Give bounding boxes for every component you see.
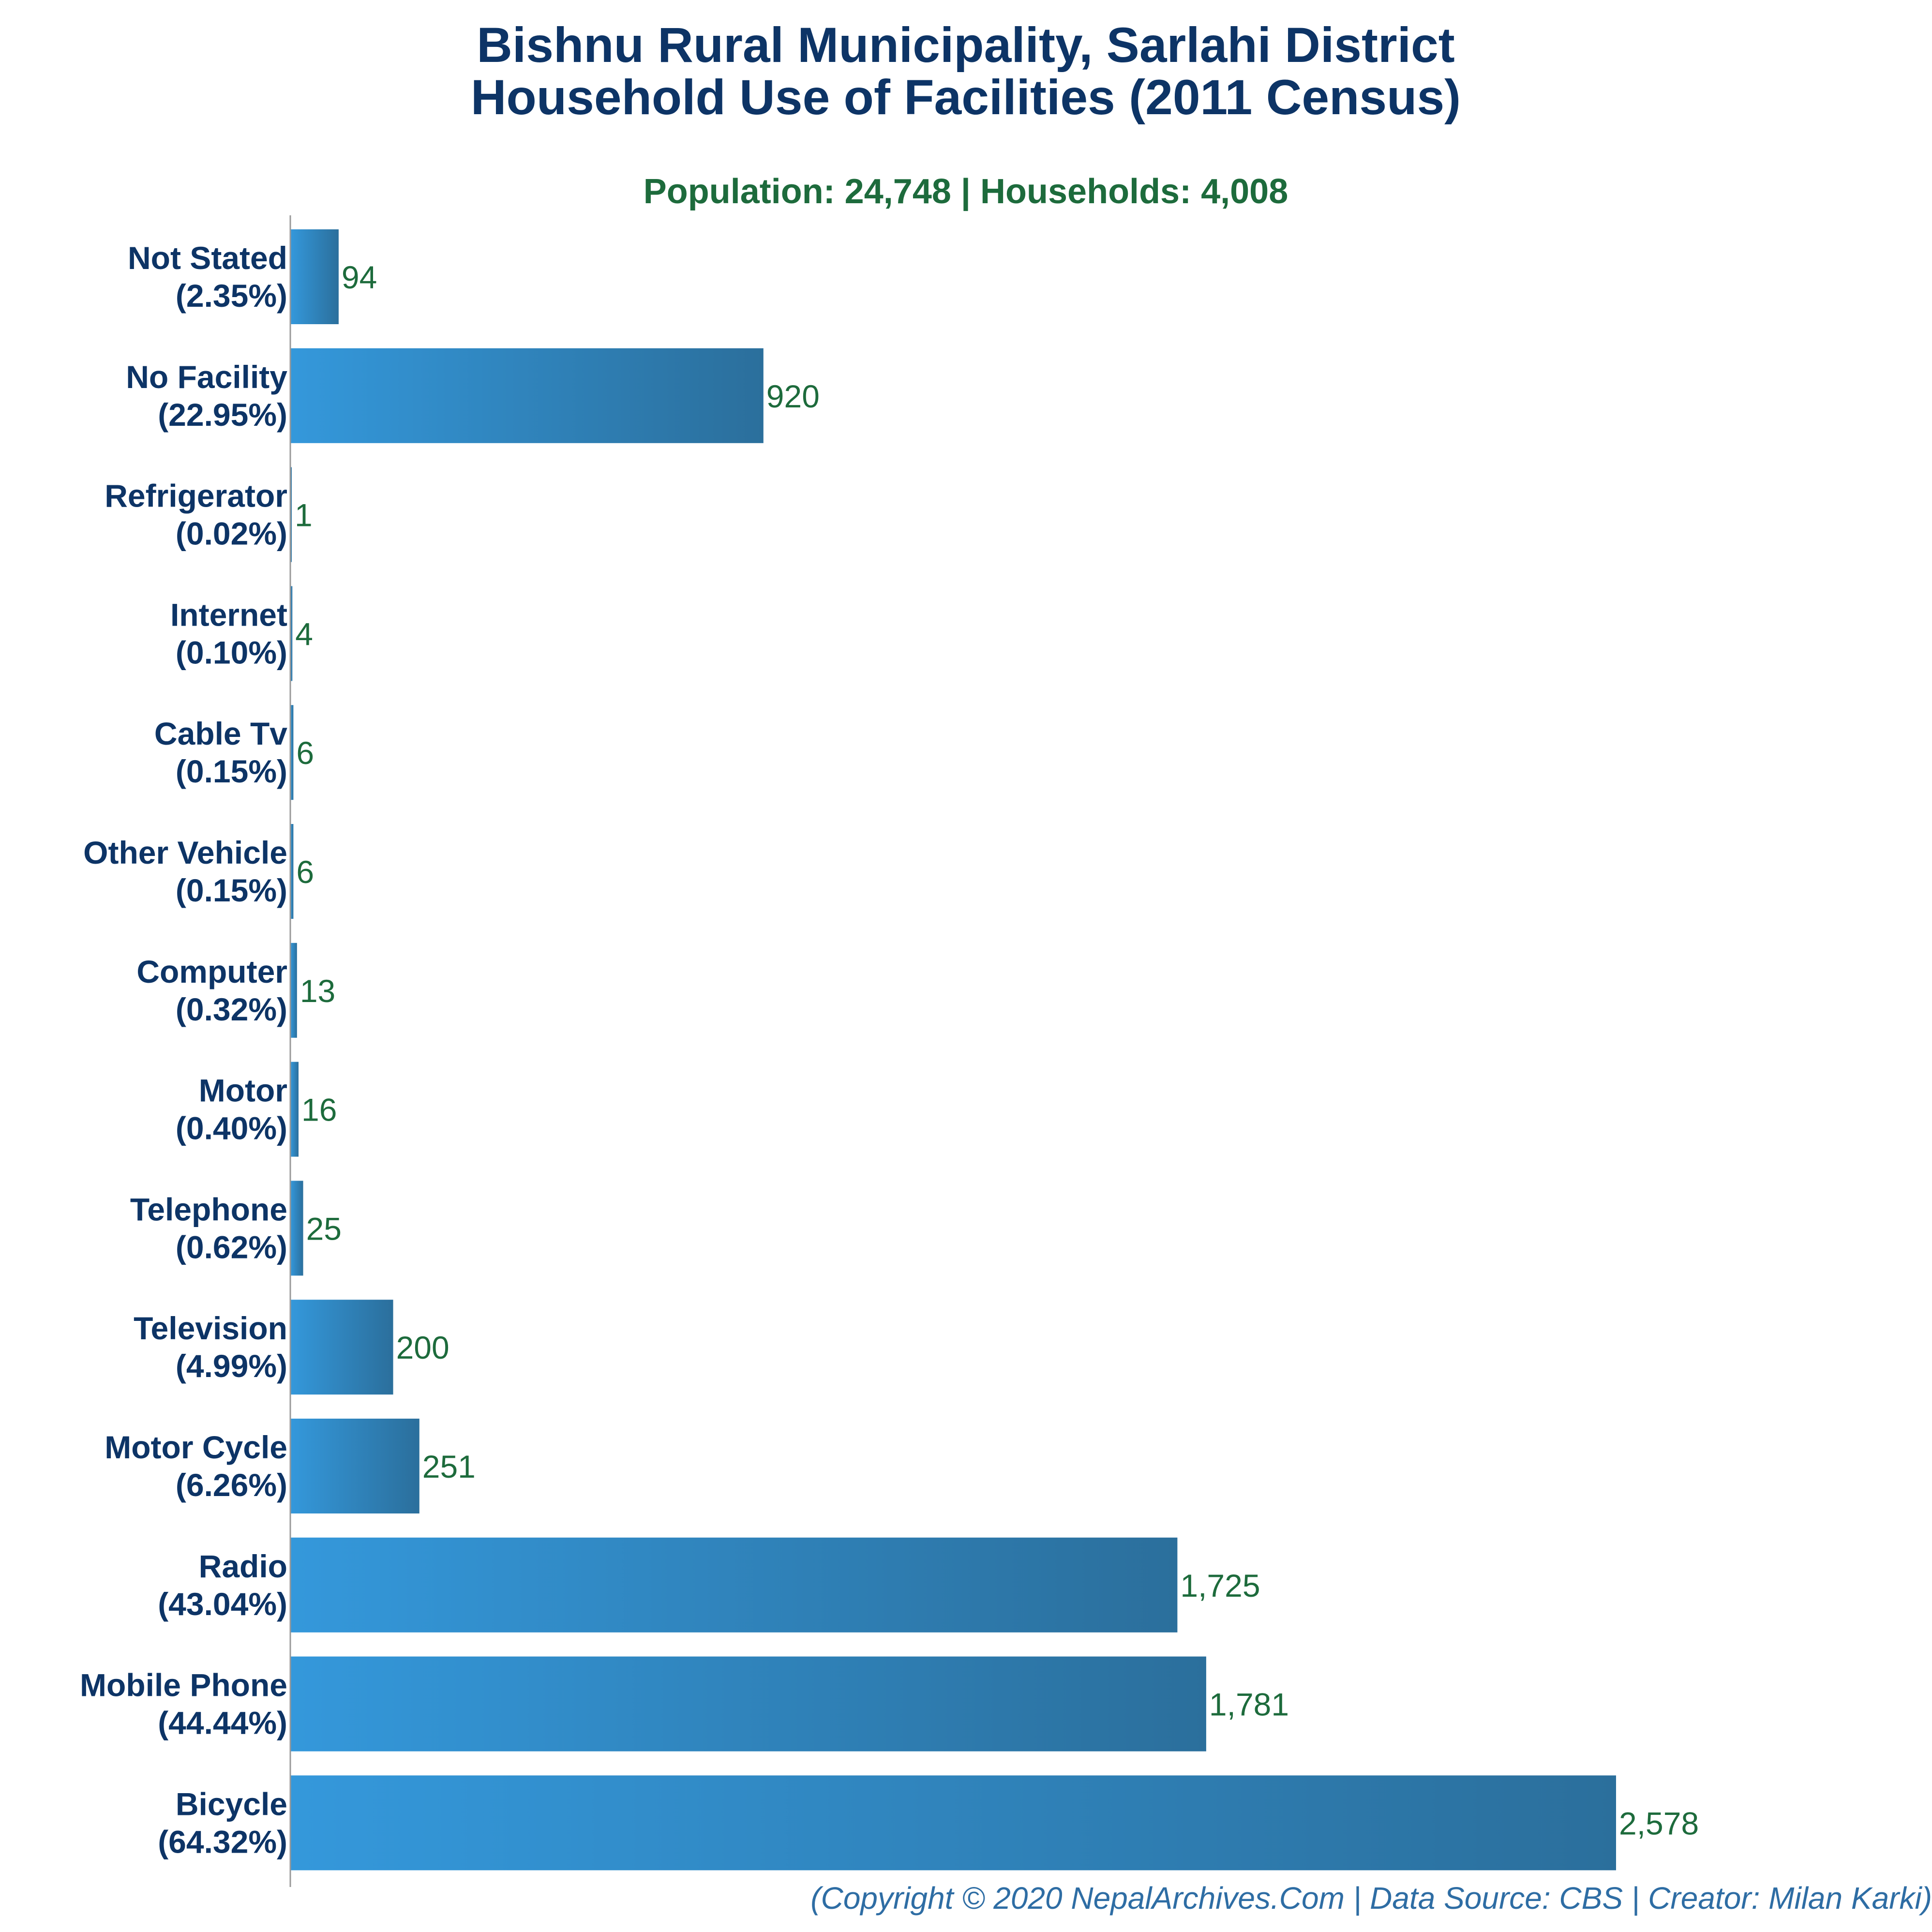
category-labels: Not Stated(2.35%) No Facility(22.95%) Refr… <box>80 240 287 1859</box>
category-label: Bicycle <box>176 1786 287 1822</box>
category-label: Motor <box>199 1073 287 1108</box>
value-label: 13 <box>300 973 335 1009</box>
value-label: 200 <box>396 1330 449 1365</box>
bar-telephone <box>290 1181 303 1276</box>
bar-other-vehicle <box>290 824 294 919</box>
value-label: 94 <box>342 259 377 295</box>
category-percent-label: (6.26%) <box>176 1467 287 1503</box>
value-label: 1 <box>295 497 313 533</box>
bar-radio <box>290 1537 1178 1632</box>
category-percent-label: (0.40%) <box>176 1110 287 1146</box>
bar-mobile-phone <box>290 1656 1206 1752</box>
category-percent-label: (0.15%) <box>176 753 287 789</box>
value-label: 4 <box>295 616 313 652</box>
category-label: Refrigerator <box>105 478 287 514</box>
bar-internet <box>290 586 293 681</box>
category-label: Other Vehicle <box>83 835 287 870</box>
bar-not-stated <box>290 229 339 324</box>
category-label: Radio <box>199 1548 287 1584</box>
bars-layer <box>290 229 1616 1871</box>
category-label: Internet <box>170 597 287 632</box>
category-percent-label: (0.10%) <box>176 634 287 670</box>
chart-title-line2: Household Use of Facilities (2011 Census… <box>471 70 1461 125</box>
value-label: 1,725 <box>1180 1568 1260 1603</box>
value-labels: 94 920 1 4 6 6 13 16 25 200 251 1,725 1,781 2,578 <box>295 259 1699 1841</box>
bar-cable-tv <box>290 705 294 800</box>
bar-computer <box>290 943 297 1038</box>
value-label: 6 <box>296 854 314 890</box>
category-label: Motor Cycle <box>105 1429 287 1465</box>
bar-television <box>290 1300 393 1395</box>
category-percent-label: (43.04%) <box>158 1586 287 1622</box>
value-label: 25 <box>306 1211 342 1246</box>
value-label: 2,578 <box>1619 1805 1699 1841</box>
category-percent-label: (0.32%) <box>176 991 287 1027</box>
bar-motor-cycle <box>290 1419 419 1513</box>
category-percent-label: (0.62%) <box>176 1229 287 1265</box>
value-label: 16 <box>301 1092 337 1128</box>
category-percent-label: (0.02%) <box>176 516 287 552</box>
bar-bicycle <box>290 1775 1616 1871</box>
category-label: Telephone <box>130 1191 287 1227</box>
category-label: Television <box>134 1310 287 1346</box>
category-percent-label: (0.15%) <box>176 872 287 908</box>
category-label: Not Stated <box>128 240 287 276</box>
category-percent-label: (22.95%) <box>158 397 287 433</box>
footer-credit: (Copyright © 2020 NepalArchives.Com | Da… <box>810 1881 1932 1916</box>
category-percent-label: (64.32%) <box>158 1824 287 1859</box>
chart-subtitle: Population: 24,748 | Households: 4,008 <box>644 172 1288 211</box>
category-label: Cable Tv <box>154 716 287 751</box>
bar-no-facility <box>290 348 764 443</box>
category-percent-label: (44.44%) <box>158 1705 287 1741</box>
bar-motor <box>290 1062 299 1157</box>
category-label: Mobile Phone <box>80 1667 287 1703</box>
value-label: 251 <box>422 1449 476 1484</box>
category-label: Computer <box>136 954 287 989</box>
category-percent-label: (4.99%) <box>176 1348 287 1384</box>
category-percent-label: (2.35%) <box>176 278 287 314</box>
chart-title: Bishnu Rural Municipality, Sarlahi Distr… <box>477 17 1454 73</box>
value-label: 6 <box>296 735 314 771</box>
value-label: 920 <box>766 378 820 414</box>
value-label: 1,781 <box>1209 1687 1289 1722</box>
category-label: No Facility <box>126 359 287 395</box>
